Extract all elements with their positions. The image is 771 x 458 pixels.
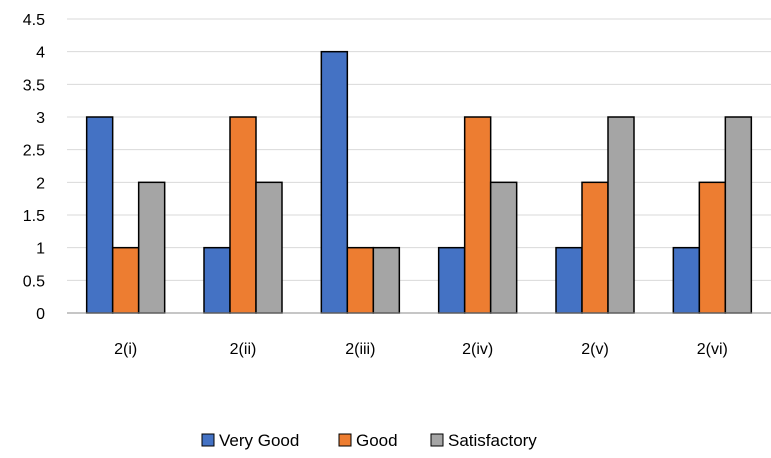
bar-satisfactory-3 <box>372 246 401 314</box>
legend-label-satisfactory: Satisfactory <box>448 431 537 450</box>
legend: Very Good Good Satisfactory <box>201 431 537 450</box>
bar-satisfactory-5 <box>607 116 635 314</box>
y-tick-label: 2 <box>36 175 45 192</box>
y-tick-label: 3.5 <box>23 77 45 94</box>
bar-good-3 <box>346 246 375 314</box>
bar-satisfactory-6 <box>724 116 753 314</box>
bar-good-5 <box>581 181 609 314</box>
bar-very-good-1 <box>85 116 114 314</box>
x-tick-label: 2(i) <box>114 341 137 358</box>
y-tick-label: 4.5 <box>23 12 45 29</box>
gridlines <box>67 18 771 281</box>
x-tick-label: 2(v) <box>581 341 609 358</box>
bar-very-good-3 <box>320 50 349 314</box>
y-axis-tick-labels: 0 0.5 1 1.5 2 2.5 3 3.5 4 4.5 <box>23 12 45 323</box>
legend-label-very-good: Very Good <box>219 431 299 450</box>
legend-swatch-good <box>338 433 352 447</box>
legend-label-good: Good <box>356 431 398 450</box>
bar-very-good-5 <box>555 246 583 314</box>
y-tick-label: 0 <box>36 306 45 323</box>
bar-very-good-6 <box>672 246 701 314</box>
y-tick-label: 1 <box>36 241 45 258</box>
bar-good-6 <box>698 181 727 314</box>
y-tick-label: 4 <box>36 45 45 62</box>
bar-satisfactory-1 <box>137 181 166 314</box>
y-tick-label: 0.5 <box>23 273 45 290</box>
y-tick-label: 3 <box>36 110 45 127</box>
bar-very-good-4 <box>437 246 466 314</box>
x-tick-label: 2(ii) <box>230 341 257 358</box>
x-tick-label: 2(iii) <box>345 341 375 358</box>
bar-satisfactory-4 <box>489 181 518 314</box>
x-axis-tick-labels: 2(i) 2(ii) 2(iii) 2(iv) 2(v) 2(vi) <box>114 341 728 358</box>
bar-good-2 <box>229 116 257 314</box>
y-tick-label: 1.5 <box>23 208 45 225</box>
x-tick-label: 2(vi) <box>697 341 728 358</box>
y-tick-label: 2.5 <box>23 143 45 160</box>
bars <box>85 50 753 314</box>
bar-satisfactory-2 <box>255 181 283 314</box>
bar-good-1 <box>111 246 140 314</box>
legend-swatch-satisfactory <box>430 433 444 447</box>
x-tick-label: 2(iv) <box>462 341 493 358</box>
legend-swatch-very-good <box>201 433 215 447</box>
bar-very-good-2 <box>203 246 231 314</box>
bar-good-4 <box>463 116 492 314</box>
